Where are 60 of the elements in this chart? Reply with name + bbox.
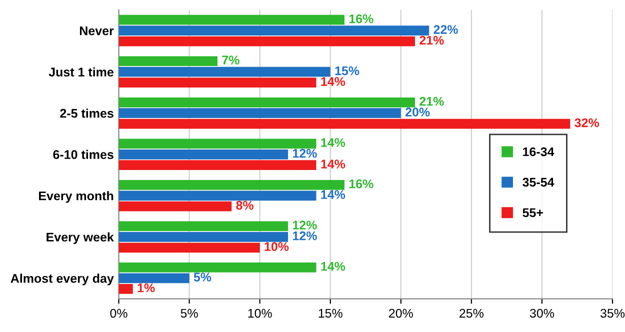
bar <box>118 284 133 294</box>
bar <box>118 118 570 129</box>
data-label: 16% <box>349 14 374 24</box>
data-label: 21% <box>420 36 444 45</box>
data-label: 20% <box>405 108 430 116</box>
data-label: 14% <box>321 190 346 199</box>
x-tick-label: 25% <box>460 308 484 318</box>
bar <box>118 78 316 88</box>
bar <box>118 138 316 149</box>
bar <box>118 180 344 190</box>
data-label: 7% <box>222 56 240 64</box>
bar <box>118 221 288 232</box>
x-tick-label: 20% <box>389 308 413 318</box>
y-tick-label: 6-10 times <box>53 150 114 160</box>
data-label: 16% <box>349 179 374 188</box>
x-tick-label: 35% <box>600 308 625 318</box>
legend-label: 55+ <box>522 208 543 218</box>
bar <box>118 149 288 160</box>
legend-label: 16-34 <box>523 147 554 156</box>
data-label: 14% <box>321 262 346 271</box>
data-label: 14% <box>321 160 346 168</box>
data-label: 15% <box>335 66 360 76</box>
x-tick-label: 10% <box>248 308 272 318</box>
bar <box>118 26 430 36</box>
data-label: 12% <box>292 148 317 158</box>
bar <box>118 201 232 212</box>
bar <box>118 190 316 201</box>
data-label: 12% <box>292 220 317 230</box>
bar <box>118 66 330 77</box>
legend-label: 35-54 <box>522 178 554 187</box>
data-label: 8% <box>236 200 254 210</box>
bar <box>118 232 288 242</box>
y-tick-label: Every month <box>39 191 114 203</box>
y-tick-label: Almost every day <box>10 274 114 286</box>
data-label: 22% <box>434 25 458 34</box>
bar <box>118 14 344 25</box>
y-tick-label: Never <box>80 26 114 36</box>
bar <box>118 97 415 108</box>
x-tick-label: 0% <box>110 308 128 318</box>
bar <box>118 108 401 118</box>
data-label: 5% <box>194 272 212 282</box>
x-tick-label: 30% <box>530 308 554 318</box>
data-label: 12% <box>292 231 317 240</box>
data-label: 14% <box>321 138 346 147</box>
bar <box>118 262 316 272</box>
y-tick-label: Just 1 time <box>48 67 114 77</box>
bar <box>118 160 316 170</box>
bar <box>118 242 260 253</box>
bar <box>118 56 218 66</box>
data-label: 32% <box>574 118 600 128</box>
x-tick-label: 5% <box>180 308 198 318</box>
bar <box>118 36 415 46</box>
bar <box>118 273 190 284</box>
data-label: 14% <box>321 77 346 86</box>
data-label: 1% <box>138 283 155 292</box>
y-tick-label: Every week <box>46 232 114 244</box>
x-tick-label: 15% <box>318 308 342 318</box>
data-label: 21% <box>420 96 444 106</box>
data-label: 10% <box>264 242 289 251</box>
y-tick-label: 2-5 times <box>60 108 114 118</box>
